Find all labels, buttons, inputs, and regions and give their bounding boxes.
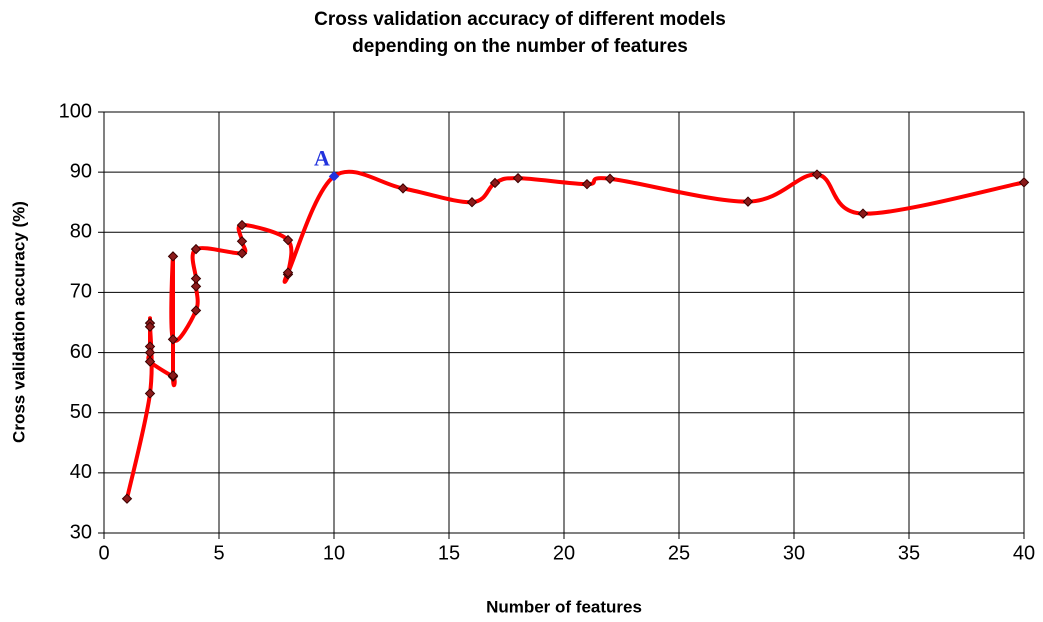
data-point — [857, 208, 869, 219]
data-point — [236, 248, 248, 259]
data-point — [190, 243, 202, 255]
data-point — [742, 196, 754, 207]
x-tick-label: 40 — [1013, 542, 1035, 564]
x-tick-label: 10 — [323, 542, 345, 564]
x-tick-label: 35 — [898, 542, 920, 564]
data-point — [144, 356, 156, 367]
y-tick-label: 90 — [70, 160, 92, 182]
data-point — [167, 334, 179, 345]
y-tick-label: 50 — [70, 401, 92, 423]
x-tick-label: 15 — [438, 542, 460, 564]
data-point — [282, 234, 294, 246]
data-point — [190, 273, 202, 284]
y-tick-label: 100 — [59, 100, 92, 122]
data-point — [811, 169, 823, 180]
data-point — [1018, 177, 1030, 188]
x-axis-label: Number of features — [486, 597, 642, 616]
data-point — [190, 305, 202, 316]
annotation: A — [314, 145, 330, 170]
y-tick-label: 60 — [70, 341, 92, 363]
data-point — [581, 178, 593, 190]
x-tick-label: 20 — [553, 542, 575, 564]
y-axis-label: Cross validation accuracy (%) — [9, 201, 28, 443]
data-point — [282, 267, 294, 278]
data-point — [489, 177, 501, 189]
data-point — [190, 281, 202, 292]
data-point — [397, 183, 409, 194]
x-tick-label: 0 — [98, 542, 109, 564]
data-point — [466, 197, 478, 208]
y-tick-label: 30 — [70, 521, 92, 543]
data-point — [144, 321, 156, 332]
data-point — [328, 171, 340, 182]
data-point — [167, 251, 179, 262]
y-tick-label: 40 — [70, 461, 92, 483]
chart-title: depending on the number of features — [352, 36, 688, 57]
x-tick-label: 5 — [213, 542, 224, 564]
x-tick-label: 30 — [783, 542, 805, 564]
data-point — [144, 388, 156, 399]
chart-title: Cross validation accuracy of different m… — [314, 9, 726, 30]
data-point — [167, 370, 179, 381]
data-point — [121, 493, 133, 504]
data-point — [604, 173, 616, 184]
data-point — [236, 236, 248, 247]
data-point — [236, 219, 248, 231]
y-tick-label: 70 — [70, 281, 92, 303]
x-tick-label: 25 — [668, 542, 690, 564]
y-tick-label: 80 — [70, 221, 92, 243]
data-point — [512, 172, 524, 184]
